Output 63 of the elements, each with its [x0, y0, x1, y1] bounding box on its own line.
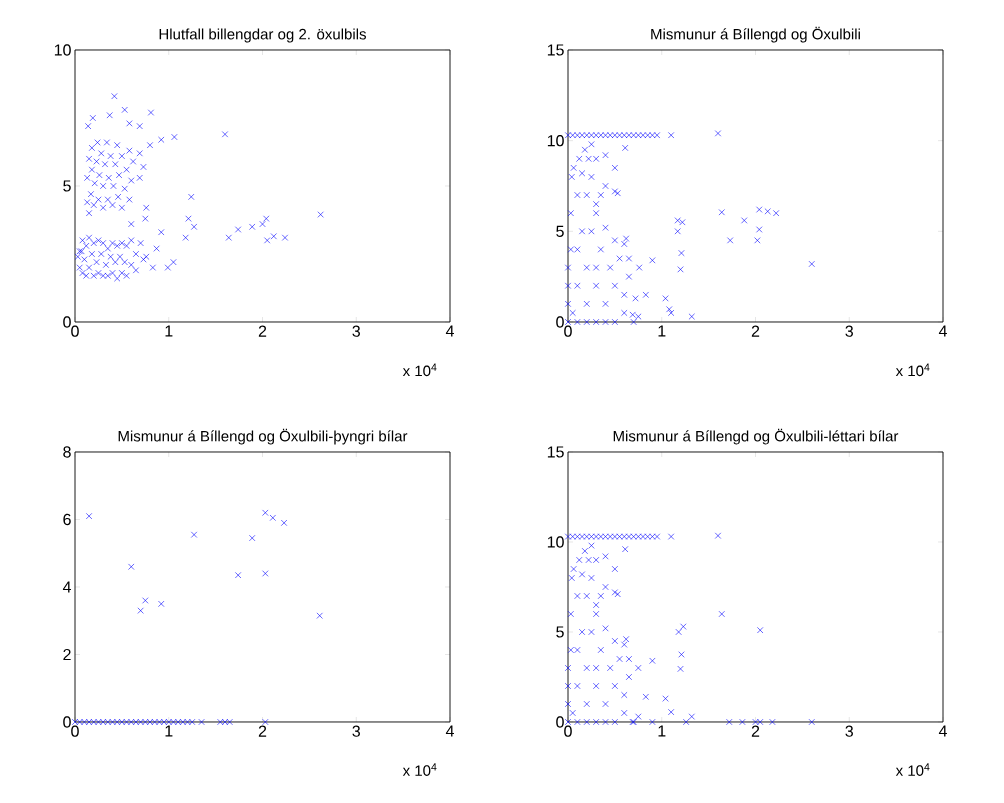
- point: [262, 718, 269, 726]
- y-tick-label: 2: [63, 648, 71, 661]
- text: x 10$^{4}$: [402, 763, 437, 776]
- point: [269, 514, 276, 521]
- x-tick-label: 4: [938, 325, 947, 337]
- y-tick-label: 8: [63, 446, 71, 458]
- y-tick-label: 5: [556, 626, 564, 638]
- point: [85, 512, 93, 520]
- x-tick-label: 0: [564, 325, 572, 337]
- chart-title: Mismunur á Bíllengd og Öxulbili-léttari bílar: [613, 428, 899, 445]
- y-tick-label: 0: [556, 716, 564, 728]
- y-tick-label: 6: [63, 513, 71, 526]
- y-tick-label: 10: [54, 44, 71, 56]
- x-tick-label: 4: [445, 725, 454, 737]
- point: [262, 509, 269, 516]
- x-tick-label: 1: [165, 725, 173, 737]
- text: x 10$^{4}$: [402, 363, 437, 377]
- chart-title: Hlutfall billengdar og 2. öxulbils: [159, 28, 366, 43]
- point: [235, 572, 242, 579]
- x-tick-label: 0: [71, 725, 79, 737]
- x-tick-label: 3: [845, 725, 853, 737]
- text: x 10$^{4}$: [895, 763, 930, 776]
- x-tick-label: 2: [751, 725, 760, 737]
- x-tick-label: 2: [751, 325, 760, 337]
- y-tick-label: 5: [63, 180, 71, 192]
- point: [142, 597, 149, 604]
- x-tick-label: 0: [71, 325, 79, 337]
- y-tick-label: 0: [556, 316, 564, 328]
- point: [128, 563, 135, 570]
- y-tick-label: 10: [547, 536, 564, 548]
- point: [85, 718, 93, 726]
- chart-title: Mismunur á Bíllengd og Öxulbili: [651, 26, 860, 43]
- y-tick-label: 10: [547, 135, 564, 147]
- y-tick-label: 15: [547, 446, 564, 458]
- x-tick-label: 4: [445, 325, 454, 337]
- x-tick-label: 1: [658, 325, 666, 337]
- point: [158, 600, 165, 607]
- text: x 10$^{4}$: [895, 363, 930, 377]
- x-tick-label: 3: [352, 725, 360, 737]
- chart-title: Mismunur á Bíllengd og Öxulbili-þyngri bílar: [118, 428, 408, 445]
- y-tick-label: 15: [547, 44, 564, 56]
- x-tick-label: 2: [258, 725, 267, 737]
- point: [262, 570, 269, 577]
- x-tick-label: 3: [352, 325, 360, 337]
- point: [249, 534, 256, 542]
- x-tick-label: 3: [845, 325, 853, 337]
- x-tick-label: 1: [658, 725, 666, 737]
- point: [132, 718, 140, 726]
- y-tick-label: 0: [63, 716, 71, 728]
- x-tick-label: 1: [165, 325, 173, 337]
- point: [198, 718, 205, 726]
- point: [137, 607, 144, 614]
- y-tick-label: 5: [556, 225, 564, 237]
- point: [280, 519, 288, 526]
- x-tick-label: 2: [258, 325, 267, 337]
- point: [118, 718, 126, 726]
- point: [160, 718, 168, 726]
- x-tick-label: 0: [564, 725, 572, 737]
- point: [316, 612, 323, 619]
- y-tick-label: 0: [63, 316, 71, 328]
- point: [190, 531, 198, 538]
- y-tick-label: 4: [62, 581, 71, 593]
- x-tick-label: 4: [938, 725, 947, 737]
